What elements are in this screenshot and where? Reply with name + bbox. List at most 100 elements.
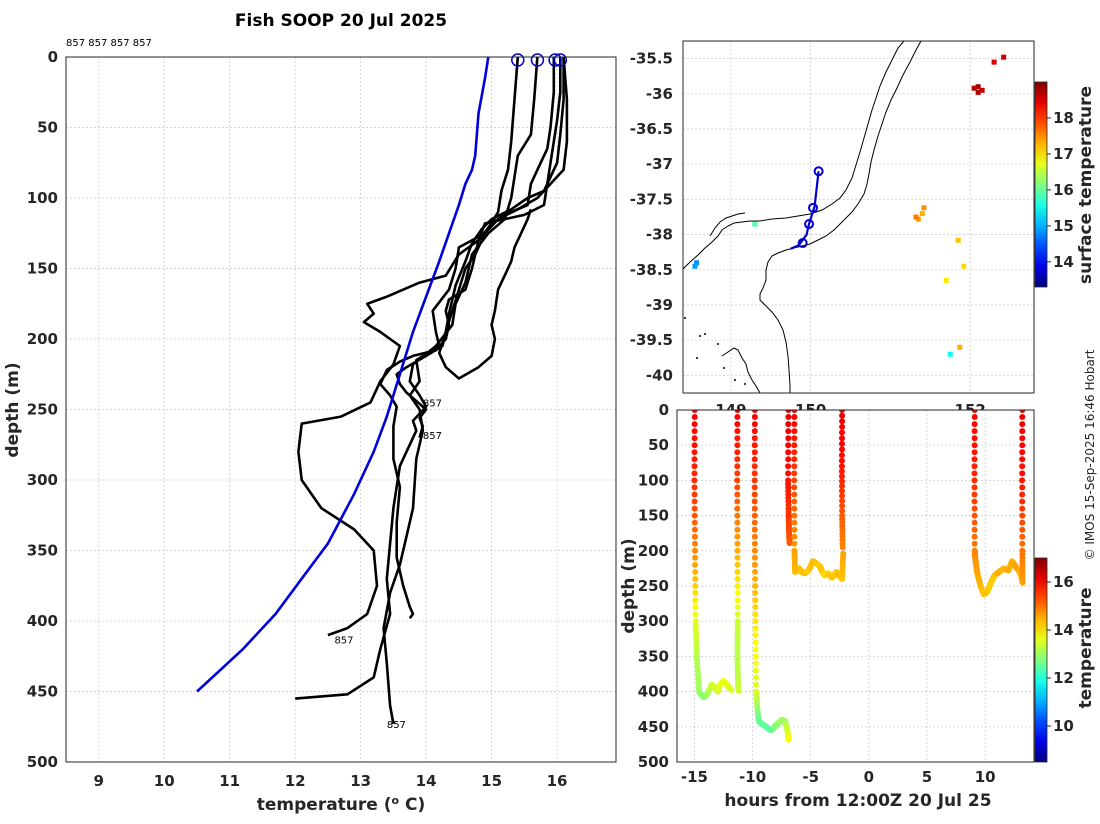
cast-6-sample <box>838 463 845 470</box>
map-ship-track <box>790 166 824 250</box>
island-dot <box>696 357 698 359</box>
cast-3-sample <box>785 736 792 743</box>
cast-8-sample <box>1019 484 1026 491</box>
profile-line-5 <box>395 57 565 439</box>
cast-1-sample <box>691 498 698 505</box>
cast-3-sample <box>751 456 758 463</box>
x-tick-label: -10 <box>739 768 766 786</box>
cast-2-sample <box>734 421 741 428</box>
cast-3-sample <box>751 477 758 484</box>
cast-2-sample <box>734 463 741 470</box>
imos-credit: © IMOS 15-Sep-2025 16:46 Hobart <box>1083 349 1097 560</box>
cast-y-ticks: 0 50 100 150 200 250 300 350 400 450 500 <box>638 401 669 771</box>
cast-5-sample <box>791 505 798 512</box>
cast-x-label: hours from 12:00Z 20 Jul 25 <box>724 791 991 811</box>
cast-1-sample <box>691 428 698 435</box>
y-tick-label: 0 <box>48 48 58 66</box>
y-tick-label: 100 <box>27 189 58 207</box>
cast-2-sample <box>734 568 741 575</box>
x-tick-label: 5 <box>922 768 932 786</box>
cast-7-sample <box>971 421 978 428</box>
colorbar-tick-label: 16 <box>1053 181 1074 199</box>
cast-2-sample <box>734 410 741 413</box>
cast-6-sample <box>839 502 846 509</box>
profile-lines <box>196 57 569 725</box>
climatology-line <box>196 57 490 693</box>
cast-4-sample <box>785 435 792 442</box>
cast-5-sample <box>791 435 798 442</box>
cast-5-sample <box>791 519 798 526</box>
profile-labels: 857 857 857 857 <box>334 398 441 730</box>
y-tick-label: 350 <box>27 542 58 560</box>
cast-3-sample <box>751 526 758 533</box>
cast-6-sample <box>839 483 845 489</box>
profile-line-6 <box>437 57 569 380</box>
sst-point <box>961 263 967 269</box>
cast-8-sample <box>1019 491 1026 498</box>
cast-location-marker <box>808 202 819 213</box>
cast-3-sample <box>751 519 758 526</box>
cast-1-sample <box>692 568 699 575</box>
cast-5-sample <box>791 428 798 435</box>
cast-5-sample <box>791 470 798 477</box>
cast-8-sample <box>1019 512 1026 519</box>
cast-2-sample <box>734 484 741 491</box>
cast-5-sample <box>791 421 798 428</box>
cast-3-sample <box>751 428 758 435</box>
cast-2-sample <box>734 456 741 463</box>
cast-8-sample <box>1019 442 1026 449</box>
cast-1-sample <box>692 547 698 554</box>
cast-1-sample <box>692 611 699 618</box>
cast-5-sample <box>791 414 798 420</box>
cast-4-sample <box>785 428 792 435</box>
cast-1-sample <box>691 442 698 449</box>
island-dot <box>717 343 719 345</box>
cast-3-sample <box>751 540 758 547</box>
x-tick-label: 14 <box>416 772 437 790</box>
cast-2-sample <box>734 435 741 442</box>
cast-6-sample <box>839 435 845 442</box>
cast-6-sample <box>838 452 845 459</box>
sst-point <box>1001 54 1007 60</box>
cast-7-sample <box>971 414 978 420</box>
cast-4-sample <box>786 540 793 547</box>
cast-5-sample <box>840 550 847 557</box>
colorbar-tick-label: 10 <box>1053 717 1074 735</box>
y-tick-label: 350 <box>638 647 669 665</box>
cast-6-sample <box>839 418 846 425</box>
y-tick-label: 300 <box>27 471 58 489</box>
cast-5-sample <box>791 540 798 547</box>
cast-5-sample <box>791 491 798 498</box>
island-dot <box>734 379 736 381</box>
profile-id-label: 857 <box>387 720 406 731</box>
cast-7-sample <box>971 428 978 435</box>
cast-6-sample <box>839 446 845 453</box>
cast-6-sample <box>839 412 846 419</box>
profile-line-3 <box>297 57 556 637</box>
cast-3-sample <box>751 463 758 470</box>
sst-point <box>947 351 953 357</box>
cast-2-sample <box>734 533 741 540</box>
cast-1-sample <box>691 421 698 428</box>
cast-6-sample <box>839 497 846 504</box>
x-tick-label: 16 <box>547 772 568 790</box>
cast-7-sample <box>971 533 978 540</box>
cast-3-sample <box>751 410 758 413</box>
cast-colorbar-ticks: 10 12 14 16 <box>1047 573 1074 735</box>
profile-id-label: 857 <box>334 635 353 646</box>
profile-markers <box>511 53 568 67</box>
cast-2-sample <box>734 611 741 618</box>
profile-x-label: temperature (o C) <box>257 794 426 815</box>
cast-2-sample <box>734 449 741 456</box>
cast-points <box>691 410 1026 743</box>
cast-3-sample <box>752 561 758 568</box>
cast-2-sample <box>734 547 741 554</box>
x-tick-label: 10 <box>975 768 996 786</box>
profile-x-label-base: temperature ( <box>257 795 392 815</box>
cast-1-sample <box>691 477 698 484</box>
cast-1-sample <box>692 540 698 547</box>
island-dot <box>684 317 686 319</box>
profile-frame <box>65 56 617 763</box>
y-tick-label: 0 <box>659 401 669 419</box>
cast-7-sample <box>971 491 978 498</box>
